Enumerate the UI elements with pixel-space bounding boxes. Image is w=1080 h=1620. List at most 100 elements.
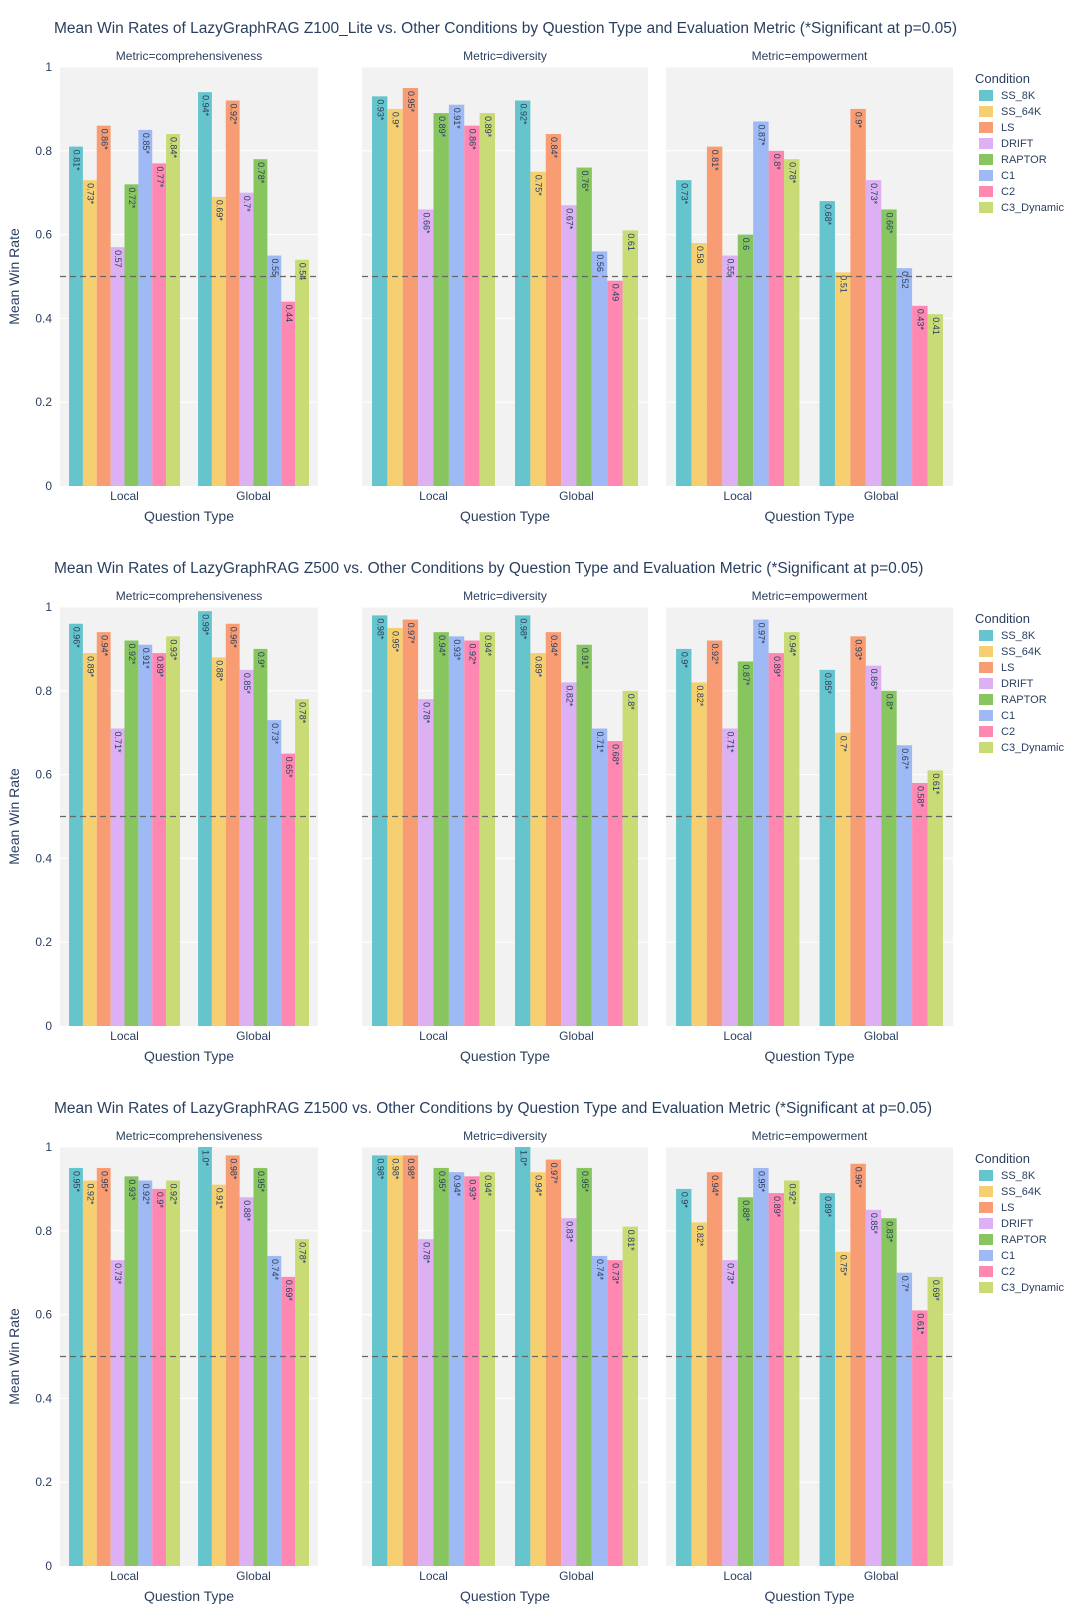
bar-value-label: 0.7* [900, 1276, 910, 1293]
y-tick-label: 0.8 [35, 684, 52, 698]
bar-value-label: 0.9* [854, 112, 864, 129]
bar-value-label: 0.94* [710, 1175, 720, 1197]
bar-value-label: 0.93* [468, 1179, 478, 1201]
bar-c1-local [448, 1172, 465, 1566]
bar-ss-8k-local [372, 615, 388, 1026]
legend-item: C1 [1001, 1250, 1015, 1262]
bar-value-label: 0.94* [534, 1175, 544, 1197]
facet-1: Metric=comprehensiveness 0.81* 0.73* 0.86* 0… [60, 49, 318, 524]
legend-swatch [979, 630, 993, 641]
legend-title: Condition [975, 611, 1030, 626]
bar-raptor-global [881, 690, 897, 1026]
bar-value-label: 0.89* [483, 116, 493, 138]
legend-item: C2 [1001, 726, 1015, 738]
facet-2: Metric=diversity 0.98* 0.98* 0.98* 0.78* 0.95… [362, 1129, 648, 1604]
y-tick-label: 0 [45, 479, 52, 493]
legend-swatch [979, 154, 993, 165]
y-tick-label: 0.4 [35, 311, 52, 325]
facet-3: Metric=empowerment 0.73* 0.58 0.81* 0.55 0.6 0… [666, 49, 953, 524]
legend-swatch [979, 1218, 993, 1229]
bar-value-label: 0.92* [518, 104, 528, 126]
bar-value-label: 0.85* [242, 673, 252, 695]
bar-value-label: 0.95* [256, 1171, 266, 1193]
x-axis-label: Question Type [144, 1048, 234, 1064]
bar-raptor-local [737, 234, 754, 486]
y-tick-label: 0.2 [35, 935, 52, 949]
bar-value-label: 0.9* [679, 1192, 689, 1209]
bar-ss-8k-local [676, 648, 692, 1026]
legend-item: LS [1001, 122, 1014, 134]
bar-c1-global [267, 255, 282, 486]
bar-ss-64k-local [691, 1222, 707, 1566]
y-tick-label: 0 [45, 1019, 52, 1033]
bar-raptor-local [737, 661, 754, 1026]
bar-c1-global [896, 1272, 913, 1566]
legend-item: LS [1001, 662, 1014, 674]
bar-value-label: 0.97* [549, 1163, 559, 1185]
bar-value-label: 0.94* [201, 95, 211, 117]
bar-value-label: 0.69* [931, 1280, 941, 1302]
bar-value-label: 0.41 [931, 317, 941, 335]
bar-c3-dynamic-global [927, 770, 943, 1026]
y-axis-label: Mean Win Rate [6, 228, 22, 325]
bar-value-label: 0.73* [869, 183, 879, 205]
facet-title: Metric=empowerment [752, 589, 868, 603]
x-axis-label: Question Type [460, 1048, 550, 1064]
x-axis-label: Question Type [460, 1588, 550, 1604]
bar-c2-local [152, 163, 167, 486]
bar-ss-8k-local [676, 180, 692, 486]
bar-value-label: 0.61* [915, 1313, 925, 1335]
bar-ss-8k-local [69, 1167, 83, 1566]
legend-swatch [979, 1202, 993, 1213]
x-tick-label: Global [236, 1569, 271, 1583]
bar-value-label: 0.94* [483, 1175, 493, 1197]
bar-value-label: 0.91* [580, 648, 590, 670]
bar-raptor-local [737, 1197, 754, 1566]
bar-c2-global [281, 301, 296, 486]
bar-ss-64k-local [387, 108, 403, 487]
x-axis-label: Question Type [144, 508, 234, 524]
bar-value-label: 0.98* [228, 1158, 238, 1180]
bar-raptor-global [881, 1218, 897, 1566]
bar-c1-local [753, 619, 769, 1026]
bar-drift-local [418, 699, 434, 1026]
bar-value-label: 0.78* [421, 1242, 431, 1264]
legend-item: RAPTOR [1001, 1234, 1047, 1246]
bar-ls-global [545, 1159, 562, 1566]
bar-drift-global [239, 192, 254, 486]
bar-value-label: 0.98* [375, 618, 385, 640]
bar-ss-8k-local [69, 146, 83, 487]
bar-value-label: 0.85* [869, 1213, 879, 1235]
bar-value-label: 0.49 [611, 284, 621, 302]
legend-item: C2 [1001, 186, 1015, 198]
legend-swatch [979, 1266, 993, 1277]
bar-ss-8k-local [676, 1188, 692, 1566]
y-tick-label: 0.4 [35, 1391, 52, 1405]
bar-value-label: 0.88* [741, 1200, 751, 1222]
bar-c3-dynamic-local [166, 636, 180, 1026]
legend-swatch [979, 202, 993, 213]
bar-ls-local [706, 1172, 723, 1566]
bar-value-label: 0.86* [99, 129, 109, 151]
bar-ls-local [706, 146, 723, 487]
bar-value-label: 1.0* [518, 1150, 528, 1167]
bar-c2-local [464, 1176, 480, 1566]
bar-value-label: 0.88* [214, 660, 224, 682]
legend-item: RAPTOR [1001, 694, 1047, 706]
bar-ss-64k-global [834, 732, 851, 1026]
bar-ls-local [706, 640, 723, 1026]
bar-value-label: 0.87* [757, 124, 767, 146]
bar-value-label: 0.78* [298, 702, 308, 724]
bar-raptor-local [124, 184, 139, 486]
x-tick-label: Local [723, 1029, 752, 1043]
bar-c1-global [591, 251, 608, 486]
bar-c3-dynamic-local [479, 113, 495, 486]
bar-raptor-local [433, 113, 449, 486]
chart-title: Mean Win Rates of LazyGraphRAG Z500 vs. … [54, 560, 923, 577]
bar-value-label: 0.94* [99, 635, 109, 657]
legend-title: Condition [975, 71, 1030, 86]
bar-value-label: 0.89* [534, 656, 544, 678]
bar-raptor-local [433, 632, 449, 1026]
bar-value-label: 0.82* [564, 685, 574, 707]
x-tick-label: Global [864, 1569, 899, 1583]
